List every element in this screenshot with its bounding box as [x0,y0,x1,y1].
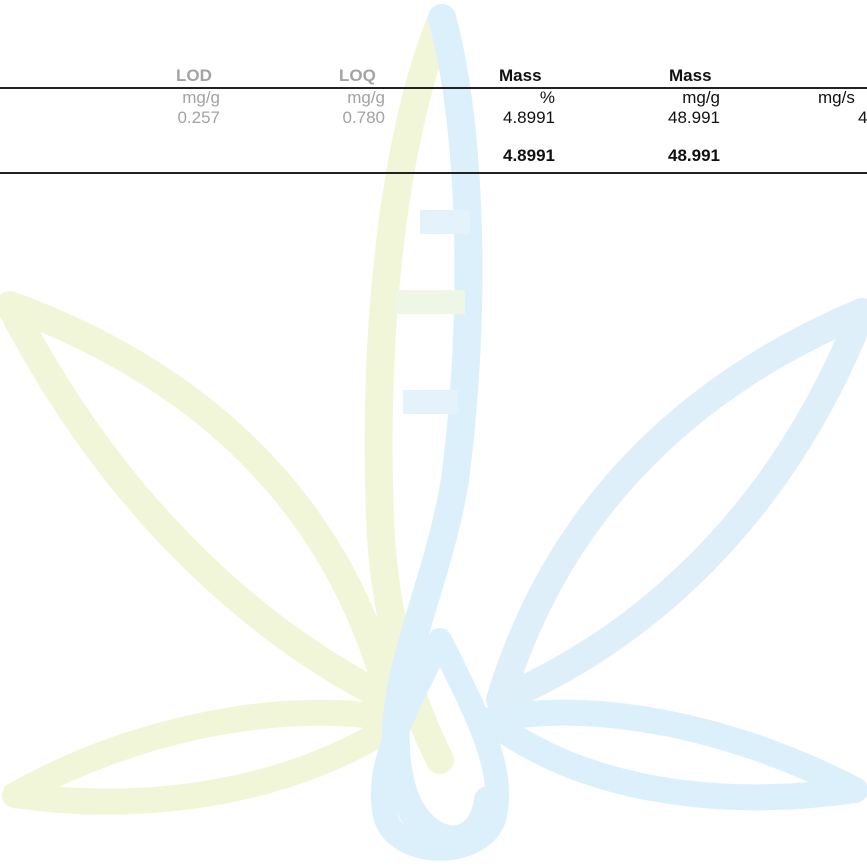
unit-mass-mg-g: mg/g [682,88,720,107]
unit-loq: mg/g [347,88,385,107]
table-row-value-mass-percent: 4.8991 [503,108,555,127]
unit-mass-percent: % [539,88,555,107]
column-header-mass-percent: Mass [499,66,542,85]
table-bottom-rule [0,172,867,174]
column-header-mass-mg-g: Mass [669,66,712,85]
unit-mass-serving: mg/s [818,88,855,107]
column-header-loq: LOQ [339,66,376,85]
table-row-value-mass-serving: 4 [858,108,867,127]
results-table: LOD LOQ Mass Mass mg/g mg/g % mg/g mg/s … [0,0,867,180]
unit-lod: mg/g [182,88,220,107]
column-header-lod: LOD [176,66,212,85]
table-top-rule [0,87,867,89]
total-mass-mg-g: 48.991 [668,146,720,165]
total-mass-percent: 4.8991 [503,146,555,165]
table-row-value-loq: 0.780 [342,108,385,127]
table-row-value-lod: 0.257 [177,108,220,127]
table-row-value-mass-mg-g: 48.991 [668,108,720,127]
